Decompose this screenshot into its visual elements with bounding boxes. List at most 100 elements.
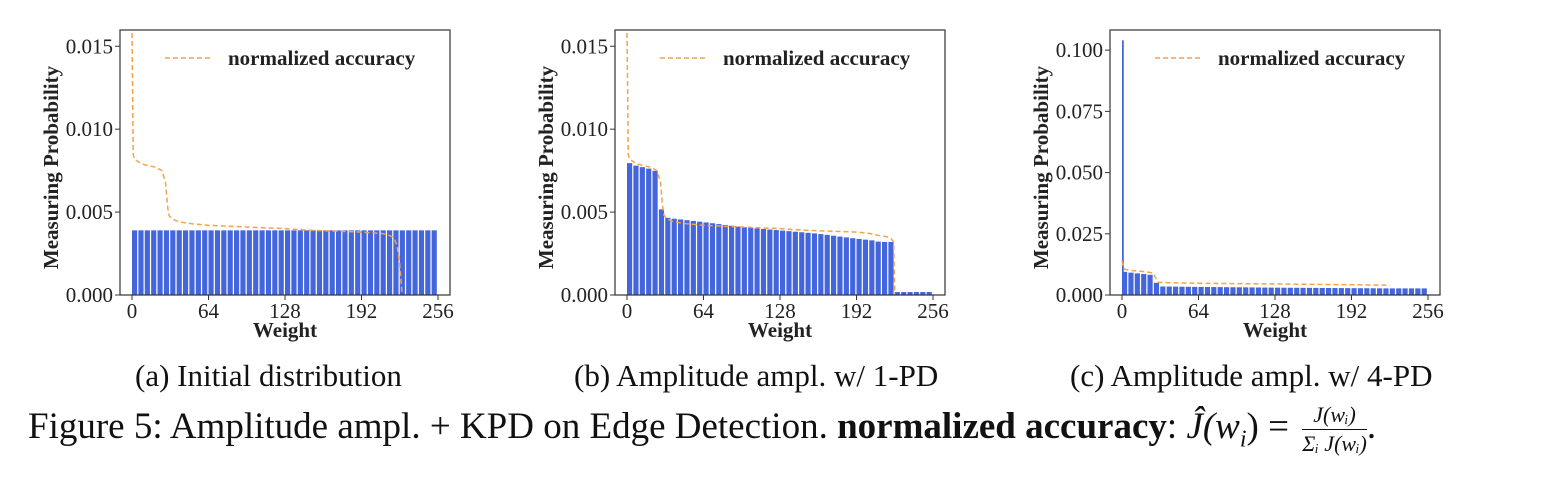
y-tick-label: 0.015 (66, 34, 113, 58)
bar (831, 235, 837, 295)
bar (786, 231, 792, 295)
bar (374, 230, 380, 295)
bar (1147, 274, 1153, 295)
bar (418, 230, 425, 295)
bar (1153, 282, 1160, 295)
bar (1287, 287, 1293, 295)
bar (1262, 287, 1268, 295)
bar (1389, 288, 1395, 295)
bar (862, 239, 869, 295)
y-tick-label: 0.025 (1056, 222, 1103, 246)
bar (1243, 287, 1249, 295)
bar (1166, 286, 1172, 295)
x-axis-label: Weight (1243, 318, 1307, 342)
bar (1268, 287, 1274, 295)
bar (901, 292, 907, 295)
bar (1179, 286, 1185, 295)
bar (1128, 272, 1134, 295)
bar (189, 230, 195, 295)
bar (627, 163, 633, 295)
x-tick-label: 64 (693, 299, 715, 323)
bar (729, 225, 735, 295)
x-tick-label: 0 (127, 299, 138, 323)
figure-caption-colon: : (1166, 406, 1178, 448)
bar (1332, 288, 1338, 295)
bar (709, 223, 716, 295)
bar (1357, 288, 1364, 295)
bar (1198, 286, 1204, 295)
bar (297, 230, 303, 295)
chart-panel-c: 0 64 128 192 256 0.000 0.025 0.050 0.075 0.100 Wei… (1010, 0, 1480, 350)
bar (1351, 288, 1357, 295)
bar (202, 230, 208, 295)
bar (869, 240, 875, 295)
chart-a-svg: 0 64 128 192 256 0.000 0.005 0.010 0.015 Weight Me… (39, 29, 454, 342)
legend-label: normalized accuracy (228, 46, 416, 70)
bar (799, 232, 805, 295)
bar (361, 230, 367, 295)
bar (214, 230, 221, 295)
bar (850, 238, 856, 295)
x-tick-label: 128 (269, 299, 301, 323)
figure-caption-text: Figure 5: Amplitude ampl. + KPD on Edge … (28, 406, 838, 448)
chart-c-svg: 0 64 128 192 256 0.000 0.025 0.050 0.075 0.100 Wei… (1029, 29, 1444, 342)
y-tick-label: 0.010 (561, 117, 608, 141)
bar (1319, 287, 1325, 295)
bar (1204, 287, 1211, 295)
bar (304, 230, 310, 295)
bar (837, 236, 843, 295)
bar (342, 230, 348, 295)
subcaption-a: (a) Initial distribution (135, 358, 402, 393)
bar (278, 230, 284, 295)
bar (1173, 286, 1179, 295)
bar (792, 231, 798, 295)
bar (1230, 287, 1236, 295)
bar (1255, 287, 1262, 295)
bar (894, 292, 900, 295)
bar (907, 292, 913, 295)
bar (170, 230, 176, 295)
bar (1294, 287, 1300, 295)
bar (234, 230, 240, 295)
bar (716, 224, 722, 295)
y-tick-label: 0.000 (66, 283, 113, 307)
bar (1402, 288, 1408, 295)
legend-label: normalized accuracy (1218, 46, 1406, 70)
bar (138, 230, 144, 295)
bar (913, 292, 920, 295)
bar (336, 230, 342, 295)
bar (767, 229, 773, 295)
formula-lhs: Ĵ(w (1186, 406, 1240, 448)
bar (875, 241, 881, 295)
x-tick-label: 192 (346, 299, 378, 323)
bar (1338, 288, 1344, 295)
y-tick-label: 0.100 (1056, 38, 1103, 62)
bar (291, 230, 297, 295)
bar (253, 230, 259, 295)
x-tick-label: 256 (1412, 299, 1444, 323)
bar (227, 230, 233, 295)
y-axis-label: Measuring Probability (1029, 65, 1053, 269)
bar (690, 220, 696, 295)
x-tick-label: 192 (1336, 299, 1368, 323)
bar (1364, 288, 1370, 295)
bar (818, 234, 824, 295)
bar (1415, 288, 1421, 295)
bar (310, 230, 316, 295)
bar (735, 226, 741, 295)
x-tick-label: 0 (1117, 299, 1128, 323)
bar (1224, 287, 1230, 295)
bar (1217, 287, 1223, 295)
bar (367, 230, 374, 295)
subcaption-b: (b) Amplitude ampl. w/ 1-PD (574, 358, 939, 393)
bar (1421, 288, 1427, 295)
bar (703, 222, 709, 295)
x-tick-label: 192 (841, 299, 873, 323)
bar (285, 230, 291, 295)
bar (144, 230, 150, 295)
fraction-denominator: Σᵢ J(wᵢ) (1302, 431, 1367, 457)
bar (380, 230, 386, 295)
bar (1122, 271, 1128, 295)
bar (671, 218, 677, 295)
bar (1236, 287, 1242, 295)
